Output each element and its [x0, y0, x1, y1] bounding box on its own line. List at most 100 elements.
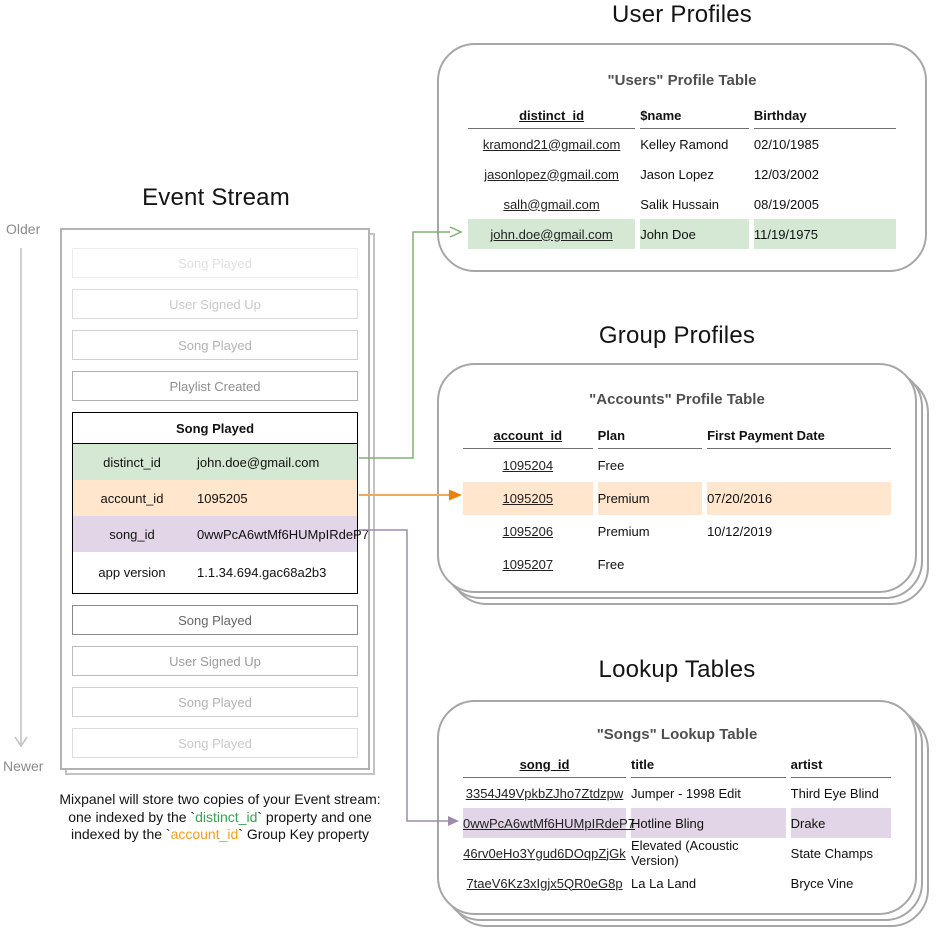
table-row: kramond21@gmail.com Kelley Ramond 02/10/19… — [468, 129, 896, 159]
property-key: app version — [98, 565, 166, 580]
songs-table-title: "Songs" Lookup Table — [596, 726, 758, 743]
column-header: account_id — [463, 422, 593, 449]
cell: 08/19/2005 — [753, 196, 819, 212]
cell: Elevated (Acoustic Version) — [631, 838, 739, 868]
cell: jasonlopez@gmail.com — [484, 166, 619, 182]
accounts-table-title: "Accounts" Profile Table — [589, 391, 765, 408]
caption-line3-pre: indexed by the ` — [70, 826, 171, 842]
cell: 1095205 — [463, 482, 593, 515]
property-value: john.doe@gmail.com — [197, 454, 320, 470]
column-header: title — [631, 751, 786, 778]
focused-event-properties: distinct_id john.doe@gmail.com account_id 1… — [73, 444, 369, 593]
focused-event-title: Song Played — [73, 413, 357, 444]
cell: 07/20/2016 — [707, 482, 891, 515]
event-item: Playlist Created — [72, 371, 358, 401]
cell: 46rv0eHo3Ygud6DOqpZjGk — [463, 845, 626, 861]
distinct-id-code: distinct_id — [195, 808, 258, 825]
cell: Drake — [790, 808, 891, 838]
event-stream-title: Event Stream — [142, 184, 290, 211]
property-key: song_id — [109, 526, 155, 542]
event-item: Song Played — [72, 248, 358, 278]
property-value: 1095205 — [197, 490, 248, 506]
events-before-list: Song Played User Signed Up Song Played Play… — [62, 248, 368, 401]
event-item: User Signed Up — [72, 289, 358, 319]
event-item: Song Played — [72, 330, 358, 360]
property-key: account_id — [100, 490, 164, 506]
cell: Jason Lopez — [640, 166, 714, 182]
table-header-row: song_id title artist — [463, 751, 891, 778]
cell: 1095206 — [502, 524, 554, 539]
cell: Jumper - 1998 Edit — [631, 785, 741, 801]
table-header-row: distinct_id $name Birthday — [468, 102, 896, 129]
focused-event-card: Song Played distinct_id john.doe@gmail.co… — [72, 412, 369, 594]
timeline-newer-label: Newer — [3, 758, 44, 774]
timeline-older-label: Older — [6, 221, 41, 237]
songs-lookup-table: song_id title artist 3354J49VpkbZJho7Ztdzpw… — [458, 751, 896, 898]
caption-line2-pre: one indexed by the ` — [68, 808, 196, 825]
cell: john.doe@gmail.com — [468, 219, 636, 249]
caption-line1: Mixpanel will store two copies of your E… — [59, 791, 381, 807]
event-property-row-song_id: song_id 0wwPcA6wtMf6HUMpIRdeP7 — [73, 516, 369, 552]
cell: Hotline Bling — [631, 808, 786, 838]
event-item: Song Played — [72, 605, 358, 635]
cell: 7taeV6Kz3xIgjx5QR0eG8p — [466, 875, 623, 891]
users-profile-table: distinct_id $name Birthday kramond21@gmail.… — [463, 102, 901, 249]
column-header: Plan — [597, 422, 703, 449]
accounts-profile-table: account_id Plan First Payment Date 1095204 F… — [458, 422, 896, 581]
column-header: song_id — [463, 751, 627, 778]
table-row: 46rv0eHo3Ygud6DOqpZjGk Elevated (Acoustic… — [463, 838, 891, 868]
cell: Premium — [597, 524, 650, 539]
event-stream-panel: Song Played User Signed Up Song Played Play… — [60, 228, 370, 770]
cell — [707, 548, 891, 581]
column-header: Birthday — [753, 102, 896, 129]
cell: State Champs — [790, 845, 874, 861]
cell: Kelley Ramond — [640, 136, 729, 152]
cell: 02/10/1985 — [753, 136, 819, 152]
table-row: 1095204 Free — [463, 449, 891, 482]
user-profiles-title: User Profiles — [612, 1, 752, 28]
caption-line2: one indexed by the `distinct_id` propert… — [15, 809, 425, 827]
event-item: User Signed Up — [72, 646, 358, 676]
property-value: 0wwPcA6wtMf6HUMpIRdeP7 — [197, 526, 369, 542]
events-after-list: Song Played User Signed Up Song Played Song… — [62, 605, 368, 758]
event-property-row-account_id: account_id 1095205 — [73, 480, 357, 516]
timeline-arrowhead-icon — [14, 736, 28, 748]
cell: salh@gmail.com — [503, 196, 600, 212]
table-row: 7taeV6Kz3xIgjx5QR0eG8p La La Land Bryce Vi… — [463, 868, 891, 898]
event-property-row-distinct_id: distinct_id john.doe@gmail.com — [73, 444, 357, 480]
users-table-title: "Users" Profile Table — [607, 72, 757, 89]
column-header: distinct_id — [468, 102, 636, 129]
table-row: 1095206 Premium 10/12/2019 — [463, 515, 891, 548]
cell: Bryce Vine — [790, 875, 854, 891]
event-property-row-app-version: app version 1.1.34.694.gac68a2b3 — [73, 552, 357, 593]
group-profiles-title: Group Profiles — [598, 322, 756, 349]
column-header: First Payment Date — [707, 422, 891, 449]
caption-line3-post: ` Group Key property — [238, 826, 370, 842]
account-id-code: account_id — [170, 826, 239, 842]
column-header: artist — [790, 751, 891, 778]
cell: 12/03/2002 — [753, 166, 819, 182]
cell: kramond21@gmail.com — [482, 136, 621, 152]
cell: Third Eye Blind — [790, 785, 879, 801]
table-row: 3354J49VpkbZJho7Ztdzpw Jumper - 1998 Edit… — [463, 778, 891, 808]
event-item: Song Played — [72, 728, 358, 758]
table-row: 1095207 Free — [463, 548, 891, 581]
property-key: distinct_id — [103, 454, 161, 470]
cell: Free — [597, 557, 625, 572]
cell: 3354J49VpkbZJho7Ztdzpw — [465, 785, 624, 801]
accounts-profile-card: "Accounts" Profile Table account_id Plan F… — [437, 363, 917, 593]
cell: 10/12/2019 — [707, 524, 773, 539]
event-item: Song Played — [72, 687, 358, 717]
caption-line3: indexed by the `account_id` Group Key pr… — [15, 826, 425, 844]
cell: 1095207 — [502, 557, 554, 572]
cell: John Doe — [640, 219, 749, 249]
cell — [707, 449, 891, 482]
cell: Salik Hussain — [640, 196, 719, 212]
lookup-tables-title: Lookup Tables — [598, 656, 756, 683]
table-row: jasonlopez@gmail.com Jason Lopez 12/03/200… — [468, 159, 896, 189]
songs-lookup-card: "Songs" Lookup Table song_id title artist 3… — [437, 700, 917, 915]
highlighted-row: 0wwPcA6wtMf6HUMpIRdeP7 Hotline Bling Drake — [463, 808, 891, 838]
table-row: salh@gmail.com Salik Hussain 08/19/2005 — [468, 189, 896, 219]
cell: 1095204 — [502, 458, 554, 473]
